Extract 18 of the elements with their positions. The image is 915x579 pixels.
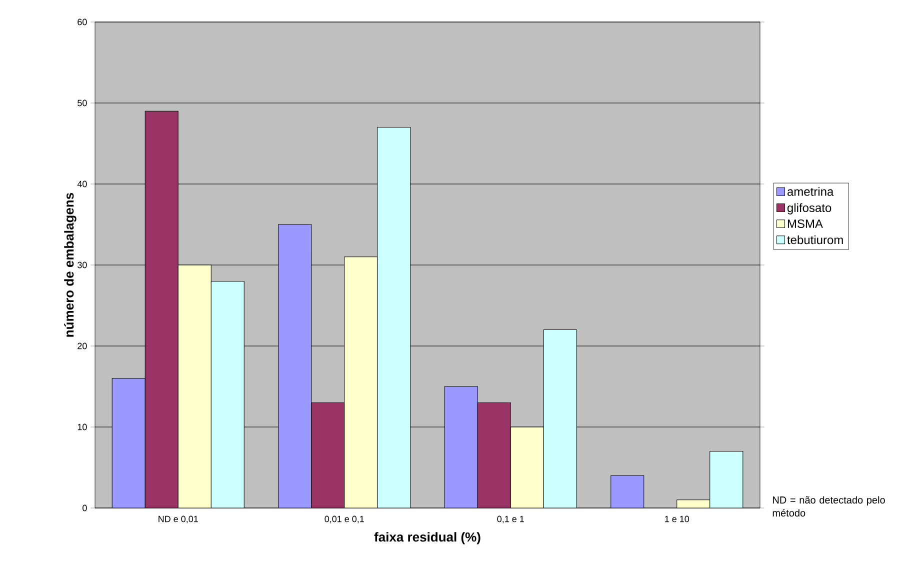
x-tick-label: ND e 0,01 xyxy=(158,516,198,524)
x-tick-label: 1 e 10 xyxy=(665,516,690,522)
x-axis-title: faixa residual (%) xyxy=(374,532,480,544)
y-tick-label: 20 xyxy=(78,342,87,350)
legend-label: tebutiurom xyxy=(787,235,843,244)
y-tick-label: 10 xyxy=(78,424,87,430)
y-tick-label: 30 xyxy=(78,262,87,268)
y-tick-label: 60 xyxy=(78,18,87,26)
y-tick-label: 50 xyxy=(78,100,87,106)
legend-label: MSMA xyxy=(788,219,823,228)
y-tick-label: 0 xyxy=(82,504,87,512)
legend-label: ametrina xyxy=(787,187,834,196)
y-axis-title: número de embalagens xyxy=(64,192,76,337)
legend-label: glifosato xyxy=(787,203,832,214)
x-tick-label: 0,1 e 1 xyxy=(497,516,524,524)
text: ND = não detectado pelo método xyxy=(772,496,885,517)
x-tick-label: 0,01 e 0,1 xyxy=(324,516,364,524)
y-tick-label: 40 xyxy=(77,180,87,188)
